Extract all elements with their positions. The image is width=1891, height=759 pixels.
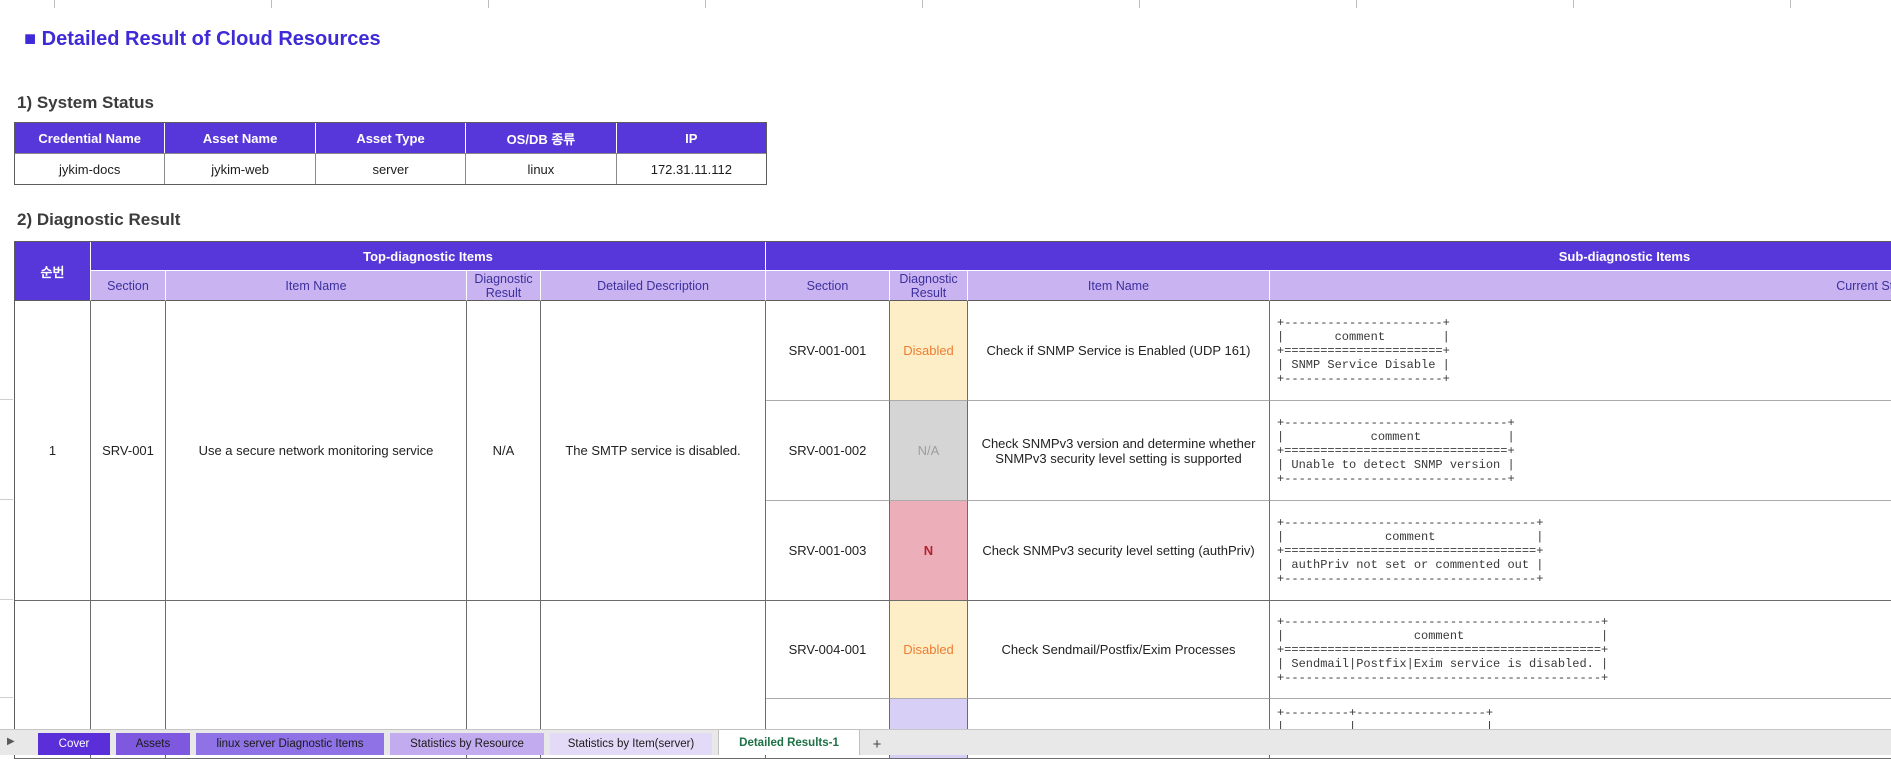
cell-top-diagnostic-result: N/A [467,301,541,601]
cell-sub-section: SRV-001-002 [766,401,890,501]
cell-sub-section: SRV-001-003 [766,501,890,601]
header-section: Section [91,271,166,301]
comment-ascii-box: +-----------------------------------+ | … [1277,515,1544,586]
new-sheet-button[interactable]: + [872,735,882,753]
comment-ascii-box: +-------------------------------+ | comm… [1277,415,1515,486]
header-sub-diagnostic-items: Sub-diagnostic Items [766,242,1891,271]
tab-scroll-right-icon[interactable]: ▶ [7,736,15,747]
sheet-column-tick [922,0,923,8]
system-status-table: Credential Name Asset Name Asset Type OS… [14,122,767,185]
cell-top-detailed-description: The SMTP service is disabled. [541,301,766,601]
cell-sub-section: SRV-001-001 [766,301,890,401]
sheet-column-tick [705,0,706,8]
cell-sub-item-name: Check Sendmail/Postfix/Exim Processes [968,601,1270,699]
cell-top-item-name: Use a secure network monitoring service [166,301,467,601]
comment-ascii-box: +---------------------------------------… [1277,614,1609,685]
cell-sub-comment: +-----------------------------------+ | … [1270,501,1891,601]
sheet-row-gridline [0,399,13,400]
cell-sub-item-name: Check SNMPv3 security level setting (aut… [968,501,1270,601]
cell-index: 1 [15,301,91,601]
sheet-tab-statistics-by-resource[interactable]: Statistics by Resource [390,733,544,755]
cell-sub-comment: +-------------------------------+ | comm… [1270,401,1891,501]
sheet-column-tick [1356,0,1357,8]
header-index: 순번 [15,242,91,301]
sheet-row-gridline [0,499,13,500]
sheet-row-gridline [0,697,13,698]
header-sub-diagnostic-result: Diagnostic Result [890,271,968,301]
header-current-status: Current Status [1270,271,1891,301]
sheet-tab-assets[interactable]: Assets [116,733,190,755]
header-top-diagnostic-items: Top-diagnostic Items [91,242,766,271]
cell-sub-section: SRV-004-001 [766,601,890,699]
section-heading-system-status: 1) System Status [17,93,154,112]
comment-ascii-box: +----------------------+ | comment | +==… [1277,315,1450,386]
cell-sub-result: N [890,501,968,601]
status-header-asset-name: Asset Name [165,123,316,153]
header-sub-section: Section [766,271,890,301]
cell-sub-item-name: Check SNMPv3 version and determine wheth… [968,401,1270,501]
cell-sub-comment: +----------------------+ | comment | +==… [1270,301,1891,401]
cell-sub-result: Disabled [890,301,968,401]
header-detailed-description: Detailed Description [541,271,766,301]
sheet-tab-detailed-results-1[interactable]: Detailed Results-1 [718,729,860,755]
status-value-ip: 172.31.11.112 [616,153,767,184]
sheet-tab-cover[interactable]: Cover [38,733,110,755]
status-header-credential-name: Credential Name [15,123,166,153]
sheet-column-tick [1573,0,1574,8]
cell-sub-comment: +---------------------------------------… [1270,601,1891,699]
sheet-column-tick [54,0,55,8]
status-header-ip: IP [685,130,698,146]
sheet-column-tick [1790,0,1791,8]
header-sub-item-name: Item Name [968,271,1270,301]
system-status-data-row: jykim-docs jykim-web server linux 172.31… [15,153,767,184]
header-diagnostic-result: Diagnostic Result [467,271,541,301]
sheet-tab-bar: ▶ Cover Assets linux server Diagnostic I… [0,729,1891,755]
sheet-column-tick [271,0,272,8]
status-header-asset-type: Asset Type [316,123,467,153]
page-title: ■ Detailed Result of Cloud Resources [24,28,381,50]
cell-sub-result: N/A [890,401,968,501]
section-heading-diagnostic-result: 2) Diagnostic Result [17,210,181,229]
cell-sub-item-name: Check if SNMP Service is Enabled (UDP 16… [968,301,1270,401]
sheet-tab-linux-server-diagnostic-items[interactable]: linux server Diagnostic Items [196,733,384,755]
comment-ascii-box: +---------+------------------+ | | | [1277,706,1494,734]
status-value-os-db-type: linux [466,153,617,184]
header-item-name: Item Name [166,271,467,301]
cell-sub-result: Disabled [890,601,968,699]
system-status-header-row: Credential Name Asset Name Asset Type OS… [15,123,766,153]
status-value-asset-type: server [315,153,467,184]
status-value-asset-name: jykim-web [165,153,316,184]
sheet-tab-statistics-by-item-server[interactable]: Statistics by Item(server) [550,733,712,755]
cell-top-section: SRV-001 [91,301,166,601]
sheet-column-tick [488,0,489,8]
diagnostic-result-table: 순번 Top-diagnostic Items Sub-diagnostic I… [14,241,1891,759]
status-value-credential-name: jykim-docs [15,153,166,184]
sheet-row-gridline [0,599,13,600]
status-header-os-db-type: OS/DB 종류 [466,123,617,153]
sheet-column-tick [1139,0,1140,8]
